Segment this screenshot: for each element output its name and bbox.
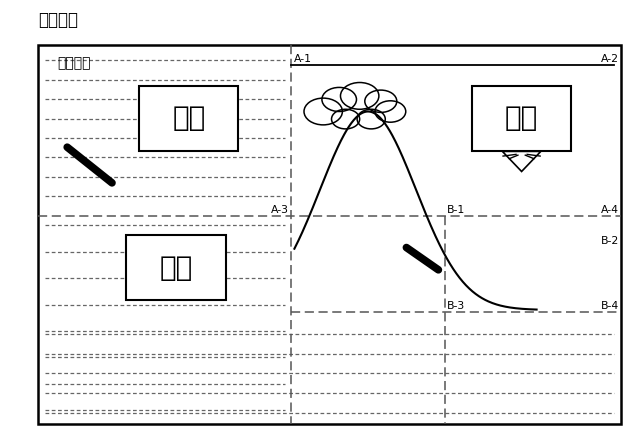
Text: 正常: 正常 xyxy=(505,104,538,132)
Circle shape xyxy=(304,98,342,125)
Text: 印刷画像: 印刷画像 xyxy=(38,11,79,29)
Text: B-3: B-3 xyxy=(447,301,466,311)
Bar xyxy=(472,86,571,151)
Text: A-4: A-4 xyxy=(601,206,619,215)
Text: A-2: A-2 xyxy=(601,54,619,64)
Circle shape xyxy=(357,109,385,129)
Text: B-4: B-4 xyxy=(600,301,619,311)
Polygon shape xyxy=(502,152,541,172)
Text: B-2: B-2 xyxy=(600,236,619,246)
Text: 正常: 正常 xyxy=(172,104,205,132)
Bar xyxy=(127,235,226,300)
Text: A-1: A-1 xyxy=(294,54,312,64)
Text: B-1: B-1 xyxy=(447,206,466,215)
Circle shape xyxy=(340,83,379,109)
Bar xyxy=(140,86,238,151)
Circle shape xyxy=(365,90,397,112)
Circle shape xyxy=(332,109,360,129)
Circle shape xyxy=(375,101,406,122)
Text: 正常: 正常 xyxy=(159,254,193,281)
Bar xyxy=(38,45,621,424)
Text: A-3: A-3 xyxy=(271,206,289,215)
Text: 登山日記: 登山日記 xyxy=(58,56,91,70)
Circle shape xyxy=(322,87,356,112)
